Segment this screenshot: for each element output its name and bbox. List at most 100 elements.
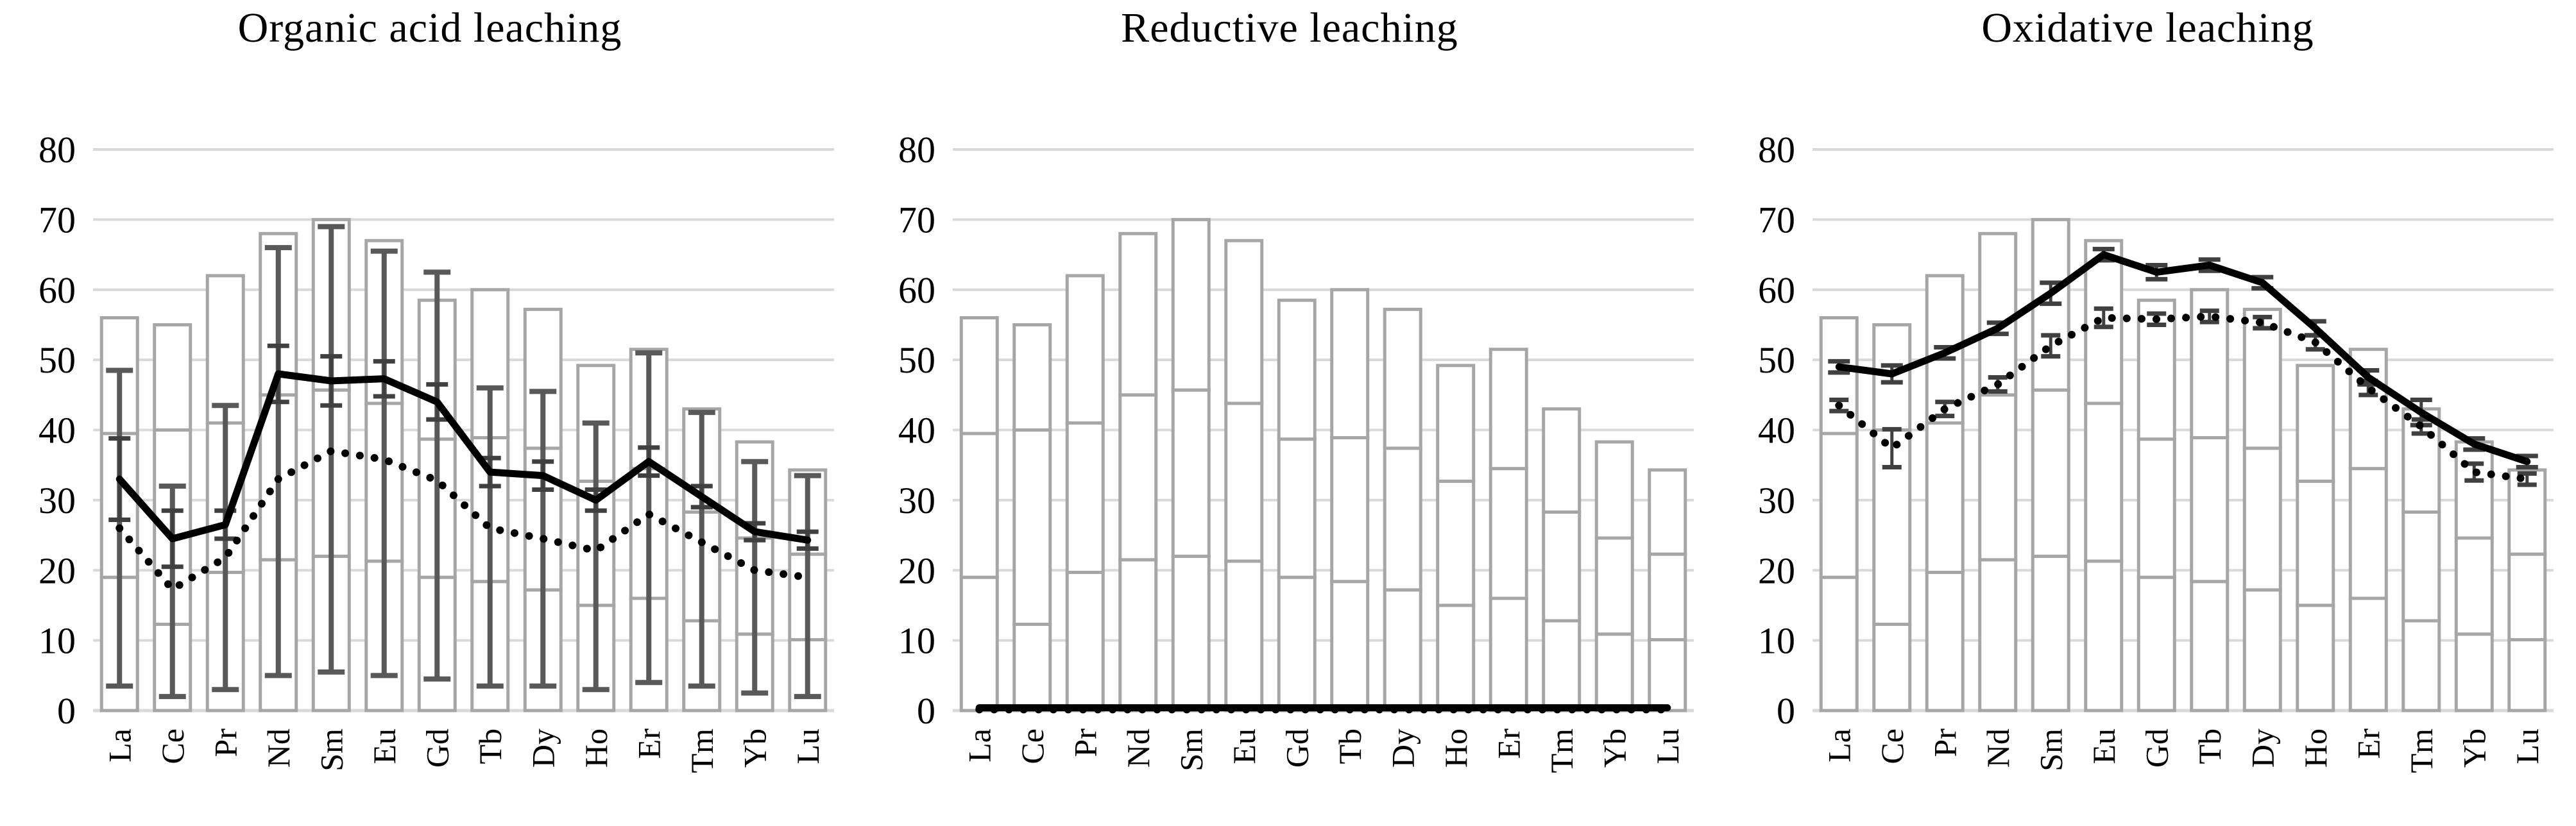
svg-text:La: La [961,729,997,763]
literature-bar-segment [1594,632,1634,712]
svg-text:Lu: Lu [1650,729,1685,764]
svg-text:Ce: Ce [1014,729,1050,764]
literature-bar-segment [1224,559,1264,712]
svg-text:Sm: Sm [313,729,349,771]
svg-text:Dy: Dy [525,729,561,768]
literature-bar-segment [1383,446,1422,592]
svg-text:Pr: Pr [207,729,243,757]
literature-bar-segment [1594,440,1634,540]
svg-text:20: 20 [38,550,76,591]
literature-bar-segment [1118,393,1158,562]
svg-text:Yb: Yb [2456,729,2492,768]
gridlines [1813,148,2554,712]
literature-bar-segment [1594,536,1634,636]
svg-text:Gd: Gd [2138,729,2174,768]
svg-text:Tb: Tb [2192,729,2228,764]
literature-bar-segment [1925,571,1965,712]
svg-text:Lu: Lu [2509,729,2545,764]
svg-text:Ce: Ce [1874,729,1910,764]
svg-text:Er: Er [2350,729,2386,759]
svg-text:60: 60 [38,269,76,311]
svg-text:Nd: Nd [1980,729,2016,768]
literature-bar-segment [1383,307,1422,450]
y-axis-labels: 0 10 20 30 40 50 60 70 80 [38,129,76,732]
literature-bar-segment [2137,437,2176,579]
literature-bar-segment [2084,401,2124,563]
svg-text:Pr: Pr [1067,729,1103,757]
literature-bar-segment [1012,428,1052,626]
solid-line-series [115,370,812,544]
dotted-line-series [115,447,812,593]
svg-text:40: 40 [898,410,935,451]
literature-bar-segment [2031,554,2070,712]
literature-bar-segment [205,274,245,425]
literature-bar-segment [2190,288,2230,440]
solid-series-error-bars [1828,246,2538,469]
literature-bar-segment [2454,536,2494,636]
literature-bar-segment [2242,588,2282,712]
svg-text:Eu: Eu [1226,729,1262,764]
literature-bar-segment [2454,440,2494,540]
literature-bar-segment [1978,558,2018,712]
svg-text:Tm: Tm [2403,729,2439,773]
literature-bar-segment [1978,232,2018,397]
svg-text:80: 80 [38,129,76,171]
y-axis-labels: 0 10 20 30 40 50 60 70 80 [1758,129,1795,732]
svg-text:80: 80 [1758,129,1795,171]
literature-bar-segment [1171,554,1211,712]
svg-text:70: 70 [898,199,935,240]
svg-text:Tb: Tb [472,729,508,764]
svg-text:70: 70 [38,199,76,240]
svg-text:La: La [1821,729,1857,763]
literature-bar-segment [1648,468,1687,556]
gridlines [93,148,834,712]
chart-panel-organic-acid-leaching: Organic acid leaching 0 10 20 30 40 50 60 70 80 L… [0,0,860,826]
chart-canvas-oxidative: 0 10 20 30 40 50 60 70 80 La Ce Pr Nd Sm Eu Gd Tb Dy Ho Er T… [1758,129,2554,773]
svg-text:Er: Er [631,729,667,759]
svg-text:Gd: Gd [419,729,455,768]
svg-text:Tm: Tm [684,729,720,773]
literature-bar-segment [1171,388,1211,558]
svg-text:La: La [101,729,137,763]
x-axis-labels: La Ce Pr Nd Sm Eu Gd Tb Dy Ho Er Tm Yb Lu [1821,729,2545,773]
literature-bar-segment [1012,323,1052,432]
svg-text:50: 50 [1758,339,1795,381]
literature-bar-segment [1436,479,1476,607]
literature-bar-segment [1277,298,1317,441]
svg-text:Dy: Dy [1385,729,1420,768]
svg-text:0: 0 [57,690,76,732]
literature-bar-segment [1065,571,1105,712]
literature-bar-segment [2296,603,2335,712]
svg-text:Ho: Ho [2298,729,2333,768]
literature-bar-segment [2454,632,2494,712]
literature-bar-segment [2242,446,2282,592]
dotted-series-error-bars [1829,306,2537,487]
literature-bar-segment [1542,619,1582,712]
literature-range-bars [99,217,828,712]
svg-text:80: 80 [898,129,935,171]
svg-text:10: 10 [898,620,935,662]
literature-bar-segment [1118,232,1158,397]
literature-bar-segment [2507,638,2547,712]
literature-bar-segment [1978,393,2018,562]
svg-text:60: 60 [1758,269,1795,311]
chart-canvas-reductive: 0 10 20 30 40 50 60 70 80 La Ce Pr Nd Sm Eu Gd Tb Dy Ho Er T… [898,129,1694,773]
literature-bar-segment [2401,619,2441,712]
svg-text:Ce: Ce [155,729,191,764]
chart-title-reductive: Reductive leaching [1121,4,1458,51]
chart-title-organic-acid: Organic acid leaching [237,4,622,51]
literature-bar-segment [2190,436,2230,584]
literature-bar-segment [2507,552,2547,642]
svg-text:10: 10 [1758,620,1795,662]
literature-bar-segment [2137,298,2176,441]
svg-text:Sm: Sm [2033,729,2068,771]
svg-text:40: 40 [1758,410,1795,451]
literature-bar-segment [2190,580,2230,712]
literature-bar-segment [959,575,999,712]
chart-canvas-organic-acid: 0 10 20 30 40 50 60 70 80 La Ce Pr Nd Sm Eu Gd Tb Dy Ho Er T… [38,129,834,773]
svg-text:Eu: Eu [2086,729,2122,764]
svg-text:50: 50 [898,339,935,381]
literature-bar-segment [1224,239,1264,405]
svg-text:Yb: Yb [737,729,772,768]
